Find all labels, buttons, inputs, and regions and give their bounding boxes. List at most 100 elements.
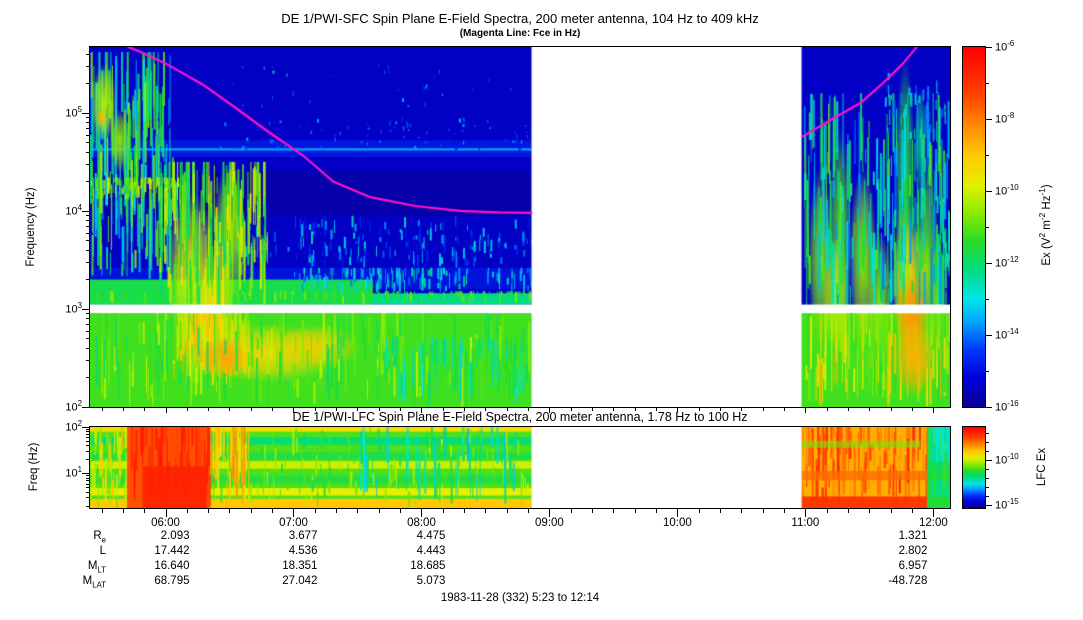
ephemeris-row-label: MLAT (82, 575, 106, 590)
time-tick-sfc (485, 408, 487, 411)
sfc-y-tick-label: 105 (65, 104, 82, 120)
ephemeris-row-label: Re (93, 530, 106, 545)
lfc-y-minor-tick (86, 505, 90, 507)
ephemeris-value: 27.042 (282, 575, 318, 587)
sfc-y-minor-tick (86, 279, 90, 281)
sfc-cb-minor-tick (985, 227, 989, 228)
sfc-cb-major-tick (985, 119, 992, 120)
sfc-y-minor-tick (86, 324, 90, 326)
time-tick-sfc (336, 408, 338, 411)
lfc-cb-minor-tick (985, 451, 989, 453)
sfc-cb-tick-label: 10-16 (995, 399, 1019, 414)
sfc-y-minor-tick (86, 53, 90, 55)
time-tick-sfc (293, 408, 295, 413)
time-label: 08:00 (407, 517, 436, 529)
time-tick-sfc (784, 408, 786, 411)
sfc-colorbar (962, 46, 986, 408)
sfc-cb-minor-tick (985, 299, 989, 300)
sfc-y-major-tick (82, 407, 90, 408)
ephemeris-value: 4.536 (288, 545, 318, 557)
time-label: 12:00 (918, 517, 948, 529)
lfc-y-minor-tick (86, 480, 90, 482)
lfc-cb-minor-tick (985, 487, 989, 489)
time-tick-lfc (464, 509, 466, 513)
time-tick-lfc (592, 509, 594, 513)
sfc-y-minor-tick (86, 347, 90, 349)
lfc-colorbar-label: LFC Ex (1036, 447, 1048, 487)
time-tick-lfc (656, 509, 658, 513)
lfc-y-minor-tick (86, 475, 90, 477)
time-tick-lfc (506, 509, 508, 513)
time-tick-sfc (805, 408, 807, 413)
time-tick-lfc (698, 509, 700, 513)
time-tick-sfc (272, 408, 274, 411)
lfc-cb-major-tick (985, 505, 992, 507)
time-tick-sfc (421, 408, 423, 413)
time-tick-sfc (208, 408, 210, 411)
sfc-y-minor-tick (86, 313, 90, 315)
time-tick-sfc (314, 408, 316, 411)
sfc-cb-major-tick (985, 407, 992, 408)
time-tick-sfc (656, 408, 658, 411)
time-tick-sfc (165, 408, 167, 413)
time-tick-sfc (250, 408, 252, 411)
sfc-cb-tick-label: 10-12 (995, 255, 1019, 270)
ephemeris-value: 1.321 (898, 530, 928, 542)
time-tick-lfc (357, 509, 359, 513)
sfc-cb-major-tick (985, 335, 992, 336)
time-tick-lfc (570, 509, 572, 513)
time-tick-lfc (720, 509, 722, 513)
sfc-y-minor-tick (86, 215, 90, 217)
sfc-y-minor-tick (86, 142, 90, 144)
sfc-cb-minor-tick (985, 155, 989, 156)
time-tick-lfc (378, 509, 380, 513)
sfc-y-minor-tick (86, 128, 90, 130)
time-tick-sfc (144, 408, 146, 411)
time-tick-sfc (464, 408, 466, 411)
time-tick-sfc (549, 408, 551, 413)
lfc-title: DE 1/PWI-LFC Spin Plane E-Field Spectra,… (292, 410, 748, 424)
time-tick-lfc (528, 509, 530, 513)
ephemeris-value: 18.685 (410, 560, 446, 572)
time-tick-lfc (613, 509, 615, 513)
ephemeris-row-label: MLT (87, 560, 106, 575)
lfc-cb-tick-label: 10-15 (995, 497, 1019, 512)
time-label: 06:00 (151, 517, 180, 529)
time-tick-sfc (698, 408, 700, 411)
lfc-y-minor-tick (86, 437, 90, 439)
time-tick-sfc (101, 408, 103, 411)
time-tick-lfc (912, 509, 914, 513)
lfc-colorbar-canvas (963, 427, 985, 508)
time-tick-lfc (293, 509, 295, 517)
ephemeris-value: 16.640 (154, 560, 190, 572)
lfc-colorbar (962, 426, 986, 509)
sfc-colorbar-label: Ex (V2 m-2 Hz-1) (1038, 184, 1053, 266)
lfc-cb-minor-tick (985, 478, 989, 480)
ephemeris-value: 2.093 (160, 530, 190, 542)
lfc-y-tick-label: 101 (65, 465, 82, 480)
sfc-y-minor-tick (86, 262, 90, 264)
lfc-y-minor-tick (86, 434, 90, 436)
sfc-y-minor-tick (86, 377, 90, 379)
sfc-y-minor-tick (86, 122, 90, 124)
lfc-y-major-tick (82, 473, 90, 475)
sfc-y-minor-tick (86, 338, 90, 340)
sfc-cb-minor-tick (985, 371, 989, 372)
time-tick-lfc (101, 509, 103, 513)
sfc-y-tick-label: 103 (65, 300, 82, 316)
time-tick-sfc (869, 408, 871, 411)
time-tick-sfc (933, 408, 935, 413)
lfc-y-minor-tick (86, 440, 90, 442)
time-tick-lfc (144, 509, 146, 513)
time-tick-lfc (741, 509, 743, 513)
time-tick-lfc (400, 509, 402, 513)
sfc-y-minor-tick (86, 164, 90, 166)
sfc-y-minor-tick (86, 240, 90, 242)
sfc-y-minor-tick (86, 134, 90, 136)
lfc-cb-minor-tick (985, 496, 989, 498)
lfc-y-minor-tick (86, 483, 90, 485)
time-tick-sfc (634, 408, 636, 411)
sfc-colorbar-canvas (963, 47, 985, 407)
time-tick-lfc (336, 509, 338, 513)
